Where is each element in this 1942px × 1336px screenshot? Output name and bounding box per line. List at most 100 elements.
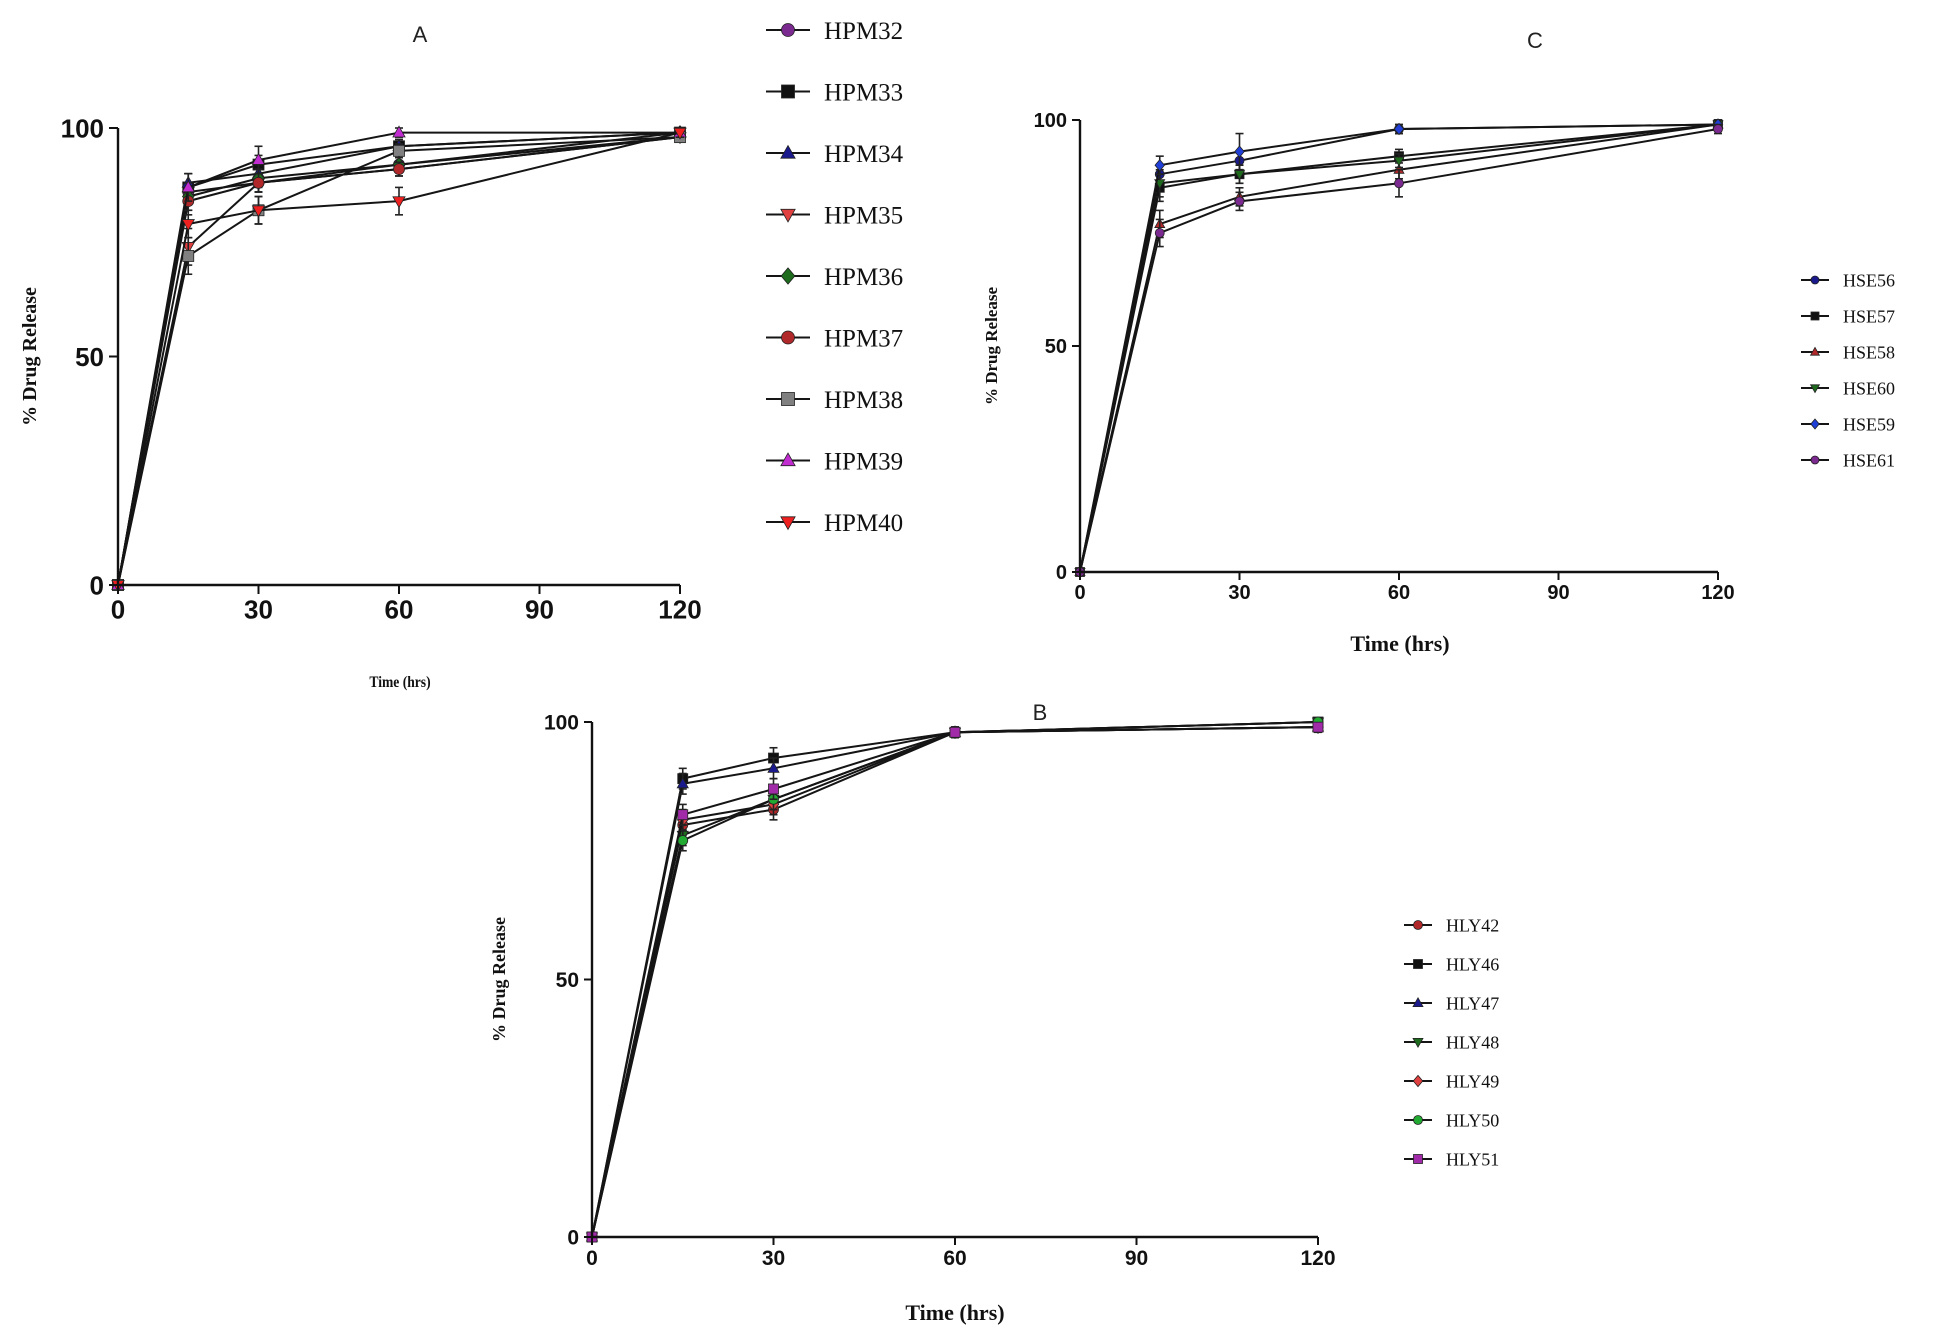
data-point: [673, 127, 687, 140]
legend-item: HLY51: [1404, 1149, 1499, 1169]
series-line-hly49: [591, 726, 1319, 1238]
legend-marker: [1413, 1154, 1423, 1164]
series-hse61: [1075, 123, 1723, 577]
panel-a-title: A: [413, 22, 428, 47]
legend-marker: [1412, 1074, 1424, 1088]
data-point: [393, 163, 405, 176]
series-hly48: [585, 717, 1325, 1244]
legend-marker: [1413, 959, 1423, 969]
legend-label: HPM35: [824, 202, 903, 229]
y-axis-title: % Drug Release: [489, 917, 509, 1042]
series-hly51: [586, 721, 1324, 1243]
legend-label: HSE60: [1843, 378, 1895, 398]
legend-marker: [1810, 311, 1820, 321]
data-point: [1393, 122, 1405, 136]
x-tick-label: 60: [943, 1247, 966, 1270]
legend-label: HSE59: [1843, 414, 1895, 434]
legend-item: HPM37: [766, 325, 903, 352]
x-tick-label: 120: [1701, 582, 1734, 604]
data-point: [677, 835, 689, 846]
data-point: [181, 180, 195, 193]
legend-item: HPM40: [766, 510, 903, 537]
legend-item: HPM39: [766, 448, 903, 475]
series-hly50: [586, 716, 1324, 1243]
legend-label: HLY48: [1446, 1032, 1499, 1052]
legend-marker: [780, 208, 796, 223]
x-tick-label: 120: [1300, 1247, 1335, 1270]
legend: HSE56 HSE57 HSE58 HSE60 HSE59 HSE61: [1801, 270, 1895, 470]
legend-label: HPM34: [824, 141, 904, 168]
y-axis-title: % Drug Release: [982, 287, 1001, 405]
data-point: [393, 144, 405, 157]
x-tick-label: 90: [1125, 1247, 1148, 1270]
x-tick-label: 60: [1388, 582, 1410, 604]
series-line-hly51: [591, 726, 1319, 1238]
data-point: [1394, 178, 1404, 189]
legend-item: HPM33: [766, 79, 903, 106]
data-point: [1234, 196, 1245, 207]
data-point: [392, 196, 406, 209]
legend-label: HLY47: [1446, 993, 1499, 1013]
legend-item: HLY47: [1404, 993, 1499, 1013]
x-tick-label: 60: [385, 595, 414, 625]
legend-item: HLY48: [1404, 1032, 1499, 1052]
data-point: [768, 783, 779, 795]
legend-item: HSE58: [1801, 342, 1895, 362]
panel-b: B 0 30 60 90 120 0 50 100 Time (hrs) % Drug Releas…: [489, 700, 1499, 1325]
x-tick-label: 0: [586, 1247, 598, 1270]
legend-marker: [780, 452, 796, 467]
legend: HPM32 HPM33 HPM34 HPM35 HPM36 HPM37 HPM38 HPM39…: [766, 18, 904, 537]
legend-item: HPM36: [766, 264, 903, 291]
legend-label: HSE57: [1843, 306, 1895, 326]
legend-item: HLY50: [1404, 1110, 1499, 1130]
x-axis-title: Time (hrs): [369, 674, 430, 691]
series-hpm40: [111, 127, 687, 593]
x-tick-label: 30: [1228, 582, 1250, 604]
series-hly42: [586, 721, 1324, 1243]
legend-marker: [780, 144, 796, 159]
legend-label: HPM40: [824, 510, 903, 537]
panel-b-title: B: [1033, 700, 1048, 725]
x-tick-label: 90: [1547, 582, 1569, 604]
legend-label: HLY49: [1446, 1071, 1499, 1091]
y-tick-label: 100: [1034, 110, 1067, 132]
legend-item: HPM35: [766, 202, 903, 229]
panel-c-title: C: [1527, 28, 1543, 53]
legend-label: HSE58: [1843, 342, 1895, 362]
legend-item: HLY42: [1404, 915, 1499, 935]
y-tick-label: 50: [556, 969, 579, 992]
data-point: [1234, 145, 1245, 158]
legend-label: HLY50: [1446, 1110, 1499, 1130]
legend: HLY42 HLY46 HLY47 HLY48 HLY49 HLY50 HLY51: [1404, 915, 1499, 1169]
series-line-hly47: [591, 726, 1319, 1238]
panel-c: C 0 30 60 90 120 0 50 100 Time (hrs) % Drug Releas…: [982, 28, 1895, 656]
legend-label: HPM39: [824, 448, 903, 475]
series-group: [111, 125, 687, 593]
data-point: [251, 205, 266, 218]
legend-marker: [1412, 997, 1424, 1007]
data-point: [1154, 228, 1165, 238]
legend-marker: [781, 84, 795, 99]
y-tick-label: 0: [567, 1227, 579, 1250]
legend-marker: [1810, 275, 1820, 285]
legend-marker: [1412, 1038, 1424, 1048]
panel-a: A 0 30 60 90 120 0 50 100 Time (hrs) % Drug Releas…: [19, 18, 904, 692]
legend-label: HPM36: [824, 264, 903, 291]
data-point: [949, 726, 961, 738]
data-point: [1154, 158, 1165, 172]
legend-label: HLY42: [1446, 915, 1499, 935]
legend-marker: [1809, 346, 1821, 356]
series-line-hly46: [591, 721, 1319, 1238]
x-tick-label: 30: [762, 1247, 785, 1270]
series-group: [1074, 118, 1724, 579]
y-tick-label: 0: [90, 570, 104, 600]
legend-item: HSE57: [1801, 306, 1895, 326]
data-point: [1393, 156, 1405, 167]
legend-item: HSE60: [1801, 378, 1895, 398]
series-hly46: [586, 716, 1324, 1243]
legend-label: HPM37: [824, 325, 903, 352]
legend-label: HLY51: [1446, 1149, 1499, 1169]
legend-marker: [1810, 418, 1820, 430]
legend-item: HSE56: [1801, 270, 1895, 290]
legend-item: HSE61: [1801, 450, 1895, 470]
